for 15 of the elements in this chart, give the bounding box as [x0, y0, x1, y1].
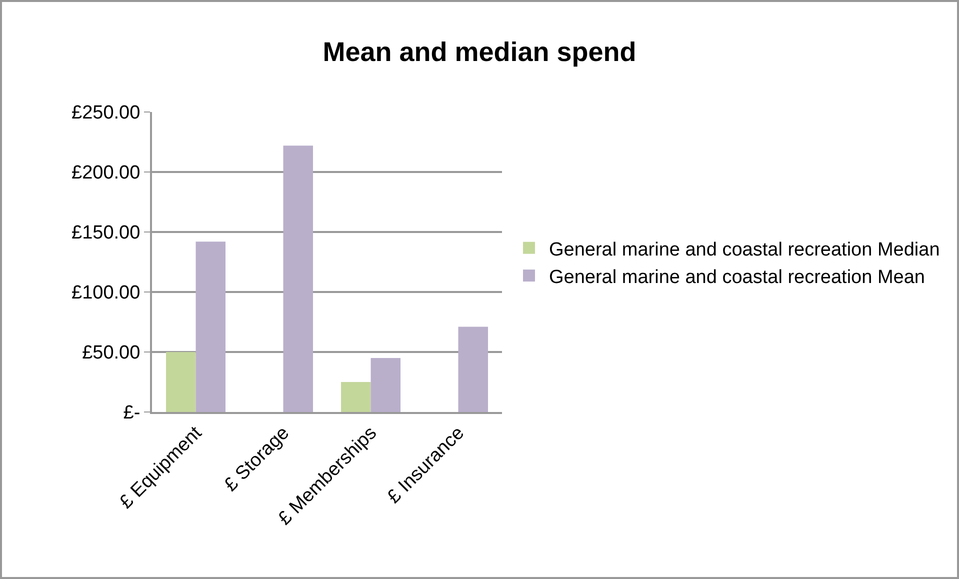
bar	[166, 352, 196, 412]
legend-label: General marine and coastal recreation Mean	[549, 266, 925, 288]
bar	[341, 382, 371, 412]
y-tick-label: £150.00	[72, 222, 140, 244]
y-tick-label: £50.00	[82, 342, 140, 364]
legend-label: General marine and coastal recreation Median	[549, 239, 940, 260]
y-tick-label: £250.00	[72, 102, 140, 124]
y-tick-label: £-	[123, 402, 140, 424]
y-tick-label: £100.00	[72, 282, 140, 304]
bar	[458, 326, 488, 412]
bar	[370, 358, 400, 412]
bar	[283, 146, 313, 412]
y-tick-label: £200.00	[72, 162, 140, 184]
chart-title: Mean and median spend	[322, 37, 636, 68]
bar	[196, 242, 226, 412]
